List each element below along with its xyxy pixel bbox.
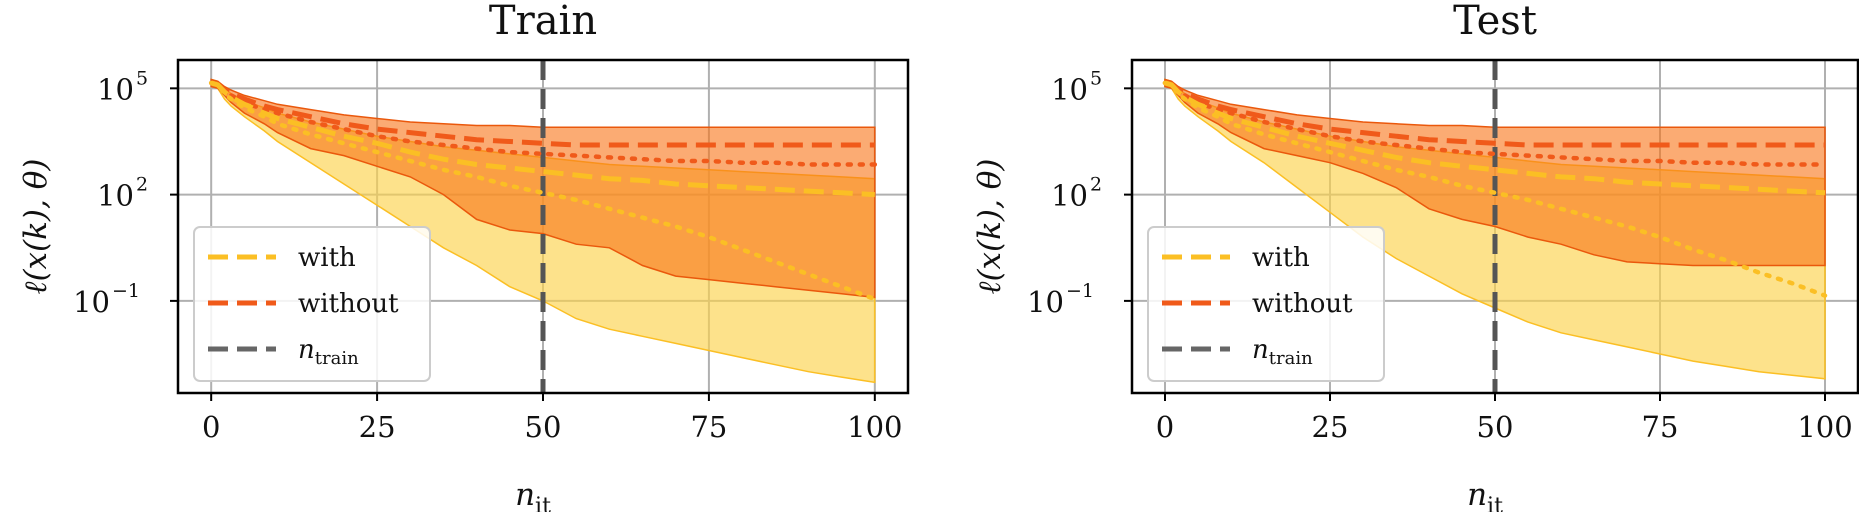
x-tick-label: 25 — [359, 410, 396, 444]
y-tick-label: 10 — [97, 179, 134, 213]
y-tick-label: 10 — [1027, 285, 1064, 319]
x-tick-label: 25 — [1312, 410, 1349, 444]
x-tick-label: 100 — [847, 410, 902, 444]
y-tick-label: 10 — [1051, 72, 1088, 106]
series-without-mean — [1164, 80, 1825, 148]
legend-label: without — [1252, 289, 1353, 319]
legend: with without ntrain — [1147, 226, 1385, 382]
plot-area — [1162, 60, 1828, 393]
x-axis-label: nit — [515, 477, 551, 512]
x-tick-label: 75 — [1642, 410, 1679, 444]
panel-title: Train — [489, 0, 597, 44]
legend-label: with — [298, 243, 356, 273]
y-tick-exponent: 5 — [1090, 67, 1102, 89]
y-tick-exponent: −1 — [112, 280, 140, 302]
y-tick-label: 10 — [73, 285, 110, 319]
panel-title: Test — [1453, 0, 1537, 44]
band-without — [1164, 78, 1826, 267]
legend-label: with — [1252, 243, 1310, 273]
x-tick-label: 0 — [1156, 410, 1174, 444]
legend-box — [193, 226, 431, 382]
y-tick-exponent: −1 — [1066, 280, 1094, 302]
x-tick-label: 50 — [1477, 410, 1514, 444]
legend-label: ntrain — [1252, 335, 1313, 369]
x-tick-label: 100 — [1797, 410, 1852, 444]
y-tick-label: 10 — [1051, 179, 1088, 213]
plot-area — [208, 60, 878, 393]
y-tick-exponent: 2 — [136, 174, 148, 196]
series-with-mean — [1164, 80, 1826, 196]
series-without-mean — [210, 80, 875, 148]
series-with-mean — [210, 80, 875, 198]
legend: with without ntrain — [193, 226, 431, 382]
y-tick-label: 10 — [97, 72, 134, 106]
legend-label: ntrain — [298, 335, 359, 369]
x-axis-label: nit — [1467, 477, 1503, 512]
y-tick-exponent: 5 — [136, 67, 148, 89]
y-axis-label: ℓ(x(k), θ) — [972, 159, 1008, 295]
x-tick-label: 75 — [690, 410, 727, 444]
x-tick-label: 0 — [202, 410, 220, 444]
legend-box — [1147, 226, 1385, 382]
x-tick-label: 50 — [525, 410, 562, 444]
legend-label: without — [298, 289, 399, 319]
y-tick-exponent: 2 — [1090, 174, 1102, 196]
y-axis-label: ℓ(x(k), θ) — [18, 159, 54, 295]
